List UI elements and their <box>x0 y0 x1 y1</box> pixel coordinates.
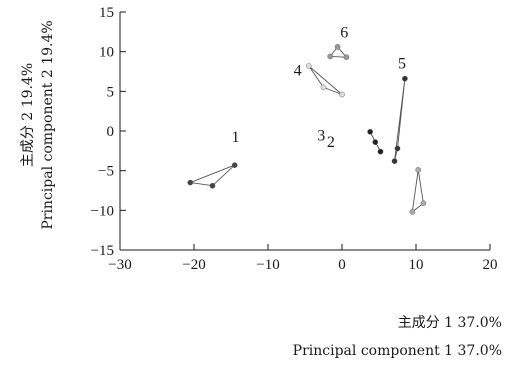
group-label: 4 <box>294 62 302 79</box>
data-point <box>334 44 341 50</box>
y-tick-label: −15 <box>91 243 114 259</box>
group-1: 1 <box>187 129 239 189</box>
chart-groups: 1 234 56 <box>187 24 427 215</box>
y-axis-title-english: Principal component 2 19.4% <box>40 20 56 229</box>
group-outline <box>188 164 236 187</box>
data-point <box>343 54 350 61</box>
data-point <box>377 148 384 155</box>
group-label: 2 <box>327 134 335 151</box>
group-5: 5 <box>391 55 408 164</box>
data-point <box>320 84 327 91</box>
data-point <box>391 158 398 164</box>
y-tick-label: −5 <box>98 164 114 180</box>
x-tick-label: −10 <box>256 257 279 273</box>
y-tick-label: 5 <box>107 84 115 100</box>
data-point <box>394 145 401 152</box>
group-outline <box>394 78 406 162</box>
y-tick-label: 15 <box>99 5 114 21</box>
chart-axes <box>119 12 490 251</box>
x-tick-label: −30 <box>108 257 131 273</box>
group-outline <box>411 169 424 213</box>
y-tick-label: 0 <box>107 124 115 140</box>
group-label: 1 <box>231 129 239 146</box>
group-3: 3 <box>317 128 427 215</box>
group-outline <box>329 46 348 58</box>
x-axis-title-english: Principal component 1 37.0% <box>293 343 502 359</box>
group-6: 6 <box>327 24 350 61</box>
data-point <box>372 139 379 145</box>
data-point <box>209 182 216 189</box>
data-point <box>339 91 345 98</box>
data-point <box>187 179 194 186</box>
data-point <box>231 162 238 168</box>
x-tick-label: 0 <box>338 257 346 273</box>
x-tick-label: 10 <box>409 257 424 273</box>
y-tick-label: −10 <box>91 203 114 219</box>
group-label: 6 <box>340 24 348 41</box>
group-outline <box>308 65 343 95</box>
data-point <box>327 53 333 60</box>
group-2: 2 <box>327 128 384 155</box>
x-tick-label: −20 <box>182 257 205 273</box>
group-label: 3 <box>317 128 325 145</box>
data-point <box>409 209 416 215</box>
data-point <box>402 75 408 82</box>
x-tick-label: 20 <box>483 257 498 273</box>
group-label: 5 <box>398 55 406 72</box>
data-point <box>415 167 422 173</box>
x-axis-title-chinese: 主成分 1 37.0% <box>398 315 502 331</box>
y-tick-label: 10 <box>99 45 114 61</box>
data-point <box>367 128 373 135</box>
data-point <box>420 200 427 206</box>
group-4: 4 <box>294 62 345 98</box>
y-axis-title-chinese: 主成分 2 19.4% <box>20 63 36 167</box>
data-point <box>305 63 312 69</box>
